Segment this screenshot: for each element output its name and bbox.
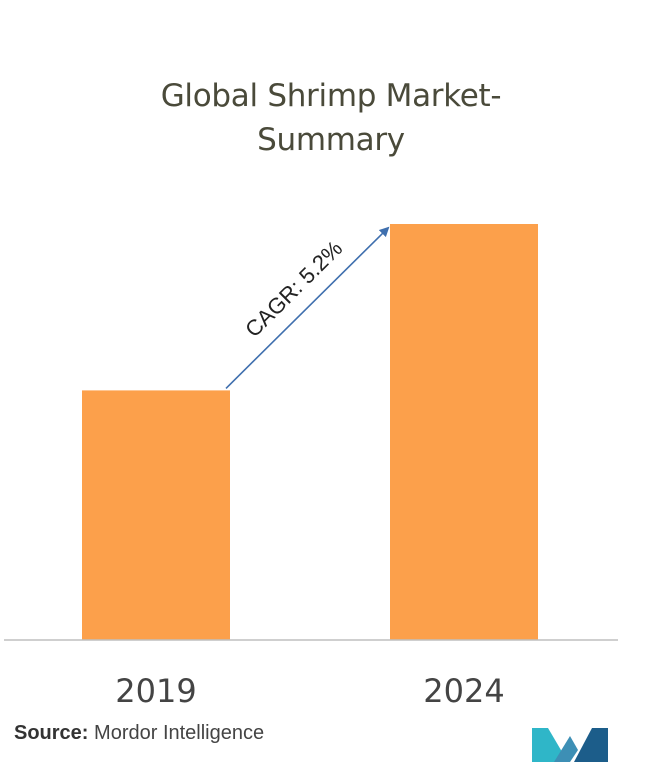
x-tick-label-2024: 2024 — [423, 672, 504, 710]
source-value: Mordor Intelligence — [94, 722, 265, 744]
x-tick-label-2019: 2019 — [115, 672, 196, 710]
mordor-intelligence-logo — [532, 728, 608, 762]
source-note: Source: Mordor Intelligence — [14, 722, 264, 745]
chart-title: Global Shrimp Market- Summary — [0, 74, 662, 162]
cagr-arrow — [225, 226, 390, 389]
chart-title-line-2: Summary — [257, 122, 405, 158]
chart-title-line-1: Global Shrimp Market- — [160, 78, 502, 114]
logo-right-shape — [574, 728, 608, 762]
source-label: Source: — [14, 722, 89, 744]
cagr-annotation: CAGR: 5.2% — [240, 236, 347, 342]
logo-left-shape — [532, 728, 568, 762]
logo-middle-shape — [554, 736, 578, 762]
bar-2024 — [390, 224, 538, 640]
bar-2019 — [82, 390, 230, 640]
